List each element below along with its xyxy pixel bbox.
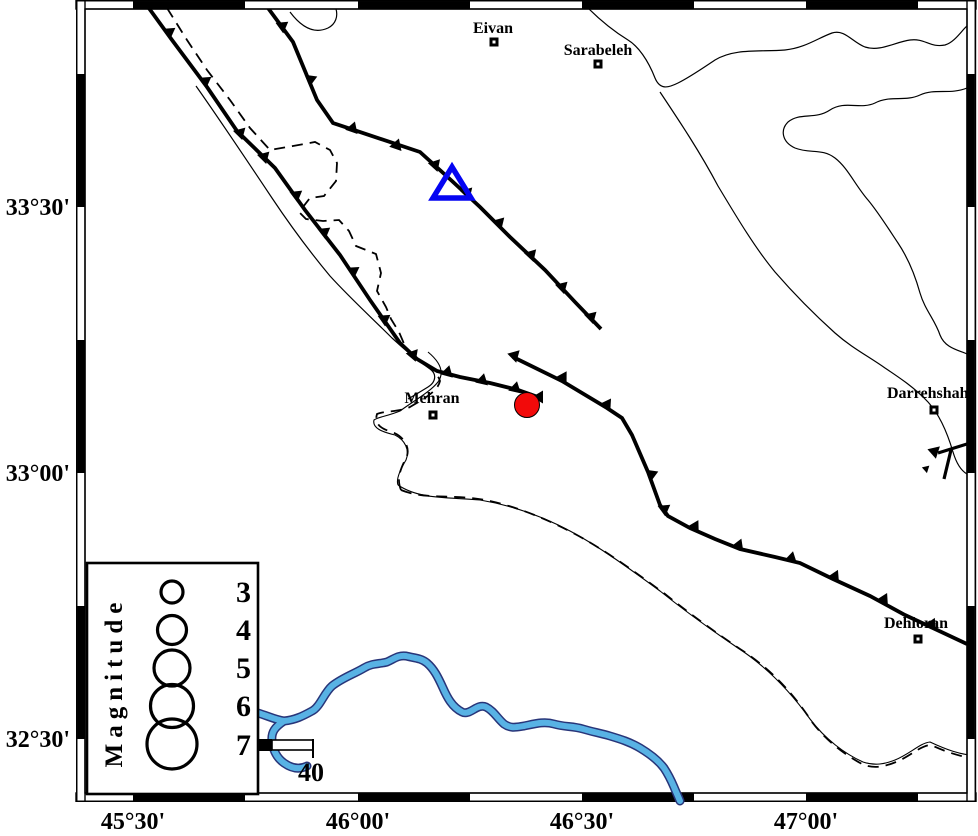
x-tick-label: 45°30'	[101, 809, 165, 835]
frame-inner-border	[84, 8, 968, 794]
map-frame	[75, 0, 977, 803]
legend-values: 3 4 5 6 7	[236, 576, 251, 762]
frame-outer-border	[75, 0, 977, 802]
station-triangle-icon	[428, 161, 476, 201]
stream-line	[195, 85, 436, 400]
x-tick-label: 46°00'	[326, 809, 390, 835]
city-label-sarabeleh: Sarabeleh	[564, 42, 633, 59]
border-dashed	[166, 9, 411, 356]
legend-value-4: 4	[236, 614, 251, 647]
legend-circle-m6	[148, 682, 196, 730]
stream-line	[782, 87, 967, 355]
river-fill	[255, 652, 683, 804]
axis-labels: 45°30' 46°00' 46°30' 47°00' 33°30' 33°00…	[6, 195, 838, 835]
city-markers	[428, 37, 939, 644]
y-tick-label: 32°30'	[6, 727, 70, 753]
stream-line	[659, 91, 967, 475]
fault-line-southeast	[512, 355, 967, 646]
scale-bar-black-segment	[258, 739, 272, 751]
x-tick-label: 46°30'	[550, 809, 614, 835]
city-label-mehran: Mehran	[404, 390, 459, 407]
city-marker-eivan	[489, 37, 499, 47]
city-marker-dehloran	[913, 634, 923, 644]
epicenter-circle-icon	[514, 392, 540, 418]
legend-value-7: 7	[236, 729, 251, 762]
fault-line-east-edge	[937, 442, 967, 480]
legend-circles	[145, 579, 199, 771]
river	[253, 651, 685, 806]
border-dashed	[375, 354, 441, 491]
stream-line	[588, 9, 967, 88]
legend-title: Magnitude	[101, 597, 128, 768]
legend-value-6: 6	[236, 690, 251, 723]
legend-box	[85, 561, 260, 796]
city-label-darrehshahr: Darrehshahr	[887, 385, 976, 402]
stream-line	[289, 9, 338, 31]
city-label-dehloran: Dehloran	[884, 615, 948, 632]
border-dashed-lines	[166, 9, 967, 768]
city-marker-darrehshahr	[929, 405, 939, 415]
city-label-eivan: Eivan	[473, 20, 513, 37]
legend-circle-m3	[159, 579, 185, 605]
x-tick-label: 47°00'	[774, 809, 838, 835]
scale-bar: 40	[258, 739, 324, 787]
y-tick-label: 33°30'	[6, 195, 70, 221]
scale-bar-white-segment	[271, 739, 314, 751]
city-marker-mehran	[428, 410, 438, 420]
legend-circle-m4	[155, 613, 189, 647]
border-solid-lines	[373, 351, 967, 765]
fault-line-west	[147, 9, 539, 399]
legend-value-3: 3	[236, 576, 251, 609]
legend-circle-m7	[145, 717, 199, 771]
city-marker-sarabeleh	[593, 59, 603, 69]
river-branch-fill	[268, 718, 310, 772]
plot-content: Eivan Sarabeleh Mehran Darrehshahr Dehlo…	[147, 9, 976, 768]
magnitude-legend: Magnitude 3 4 5 6 7	[85, 561, 260, 796]
legend-value-5: 5	[236, 652, 251, 685]
fault-lines	[147, 9, 967, 646]
frame-black-segments	[77, 1, 975, 801]
y-tick-label: 33°00'	[6, 461, 70, 487]
border-solid	[373, 351, 442, 486]
border-dashed	[400, 489, 967, 768]
scale-bar-label: 40	[298, 758, 324, 787]
city-labels: Eivan Sarabeleh Mehran Darrehshahr Dehlo…	[404, 20, 976, 632]
stream-lines	[195, 9, 967, 475]
